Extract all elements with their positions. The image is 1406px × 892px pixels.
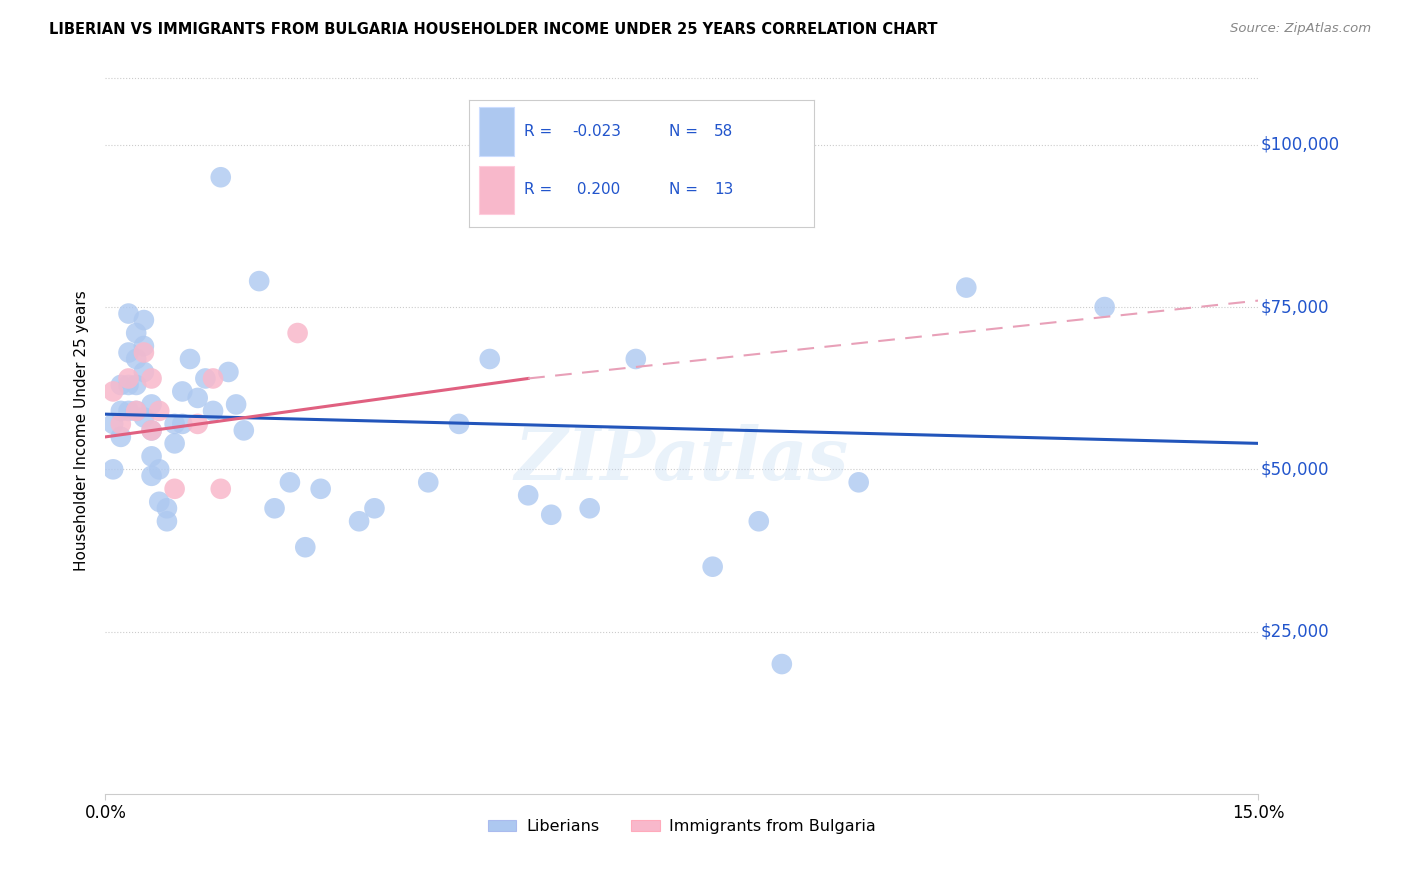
Point [141,468,163,483]
Text: $25,000: $25,000 [1261,623,1329,640]
Text: $50,000: $50,000 [1261,460,1329,478]
Point [232,424,254,438]
Point [278,475,301,490]
Point [202,404,225,418]
Point [110,378,132,392]
Point [578,501,600,516]
Text: LIBERIAN VS IMMIGRANTS FROM BULGARIA HOUSEHOLDER INCOME UNDER 25 YEARS CORRELATI: LIBERIAN VS IMMIGRANTS FROM BULGARIA HOU… [49,22,938,37]
Point [132,365,155,379]
Point [163,417,186,431]
Point [179,351,201,366]
Point [125,351,148,366]
Point [141,424,163,438]
Point [110,417,132,431]
Point [132,345,155,359]
Y-axis label: Householder Income Under 25 years: Householder Income Under 25 years [75,290,90,571]
Point [263,501,285,516]
Point [748,514,770,528]
Point [848,475,870,490]
Point [202,371,225,385]
Text: ZIPatlas: ZIPatlas [515,424,849,495]
Point [148,495,170,509]
Point [1094,300,1116,314]
Point [418,475,440,490]
Point [117,307,139,321]
Point [148,462,170,476]
Text: Source: ZipAtlas.com: Source: ZipAtlas.com [1230,22,1371,36]
Point [624,351,647,366]
Point [225,397,247,411]
Point [117,404,139,418]
Point [702,559,724,574]
Point [172,384,194,399]
Point [110,430,132,444]
Legend: Liberians, Immigrants from Bulgaria: Liberians, Immigrants from Bulgaria [481,813,883,840]
Point [125,378,148,392]
Point [172,417,194,431]
Point [117,371,139,385]
Point [117,378,139,392]
Point [478,351,501,366]
Point [309,482,332,496]
Point [217,365,239,379]
Point [125,326,148,340]
Point [770,657,793,671]
Point [517,488,540,502]
Point [163,482,186,496]
Point [125,404,148,418]
Point [117,345,139,359]
Point [540,508,562,522]
Point [347,514,370,528]
Point [955,280,977,294]
Point [132,410,155,425]
Point [363,501,385,516]
Point [125,404,148,418]
Point [156,514,179,528]
Point [209,170,232,185]
Point [447,417,470,431]
Point [141,424,163,438]
Point [101,384,124,399]
Point [209,482,232,496]
Point [294,540,316,554]
Point [247,274,270,288]
Point [148,404,170,418]
Text: $100,000: $100,000 [1261,136,1340,153]
Point [132,313,155,327]
Point [156,501,179,516]
Point [163,436,186,450]
Point [141,397,163,411]
Point [187,417,209,431]
Point [187,391,209,405]
Point [132,339,155,353]
Text: $75,000: $75,000 [1261,298,1329,316]
Point [101,462,124,476]
Point [141,371,163,385]
Point [287,326,309,340]
Point [141,450,163,464]
Point [110,404,132,418]
Point [101,417,124,431]
Point [194,371,217,385]
